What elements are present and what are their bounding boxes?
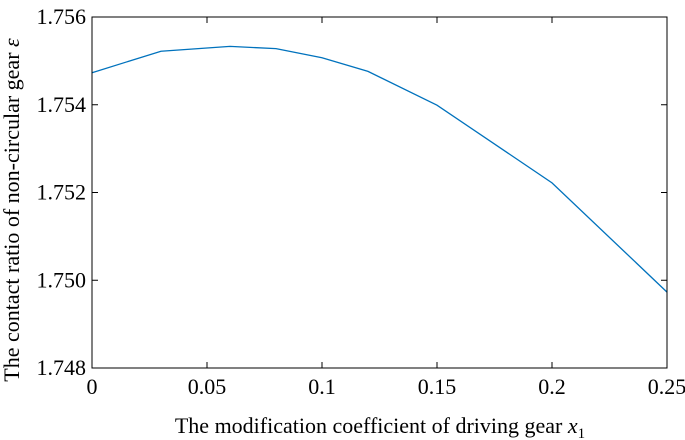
y-axis-label-symbol: ε bbox=[0, 38, 24, 47]
series-line bbox=[91, 45, 668, 293]
x-tick-labels: 0 0.05 0.1 0.15 0.2 0.25 bbox=[87, 374, 685, 399]
y-axis-label-text: The contact ratio of non-circular gear bbox=[0, 47, 24, 382]
x-tick-label: 0 bbox=[87, 374, 98, 399]
series-layer bbox=[91, 45, 668, 293]
axis-ticks bbox=[91, 16, 668, 369]
plot-frame bbox=[91, 16, 668, 369]
y-tick-label: 1.752 bbox=[37, 180, 87, 205]
y-tick-label: 1.756 bbox=[37, 4, 87, 29]
y-tick-labels: 1.748 1.750 1.752 1.754 1.756 bbox=[37, 4, 87, 380]
x-axis-label-subscript: 1 bbox=[578, 426, 586, 440]
x-tick-label: 0.15 bbox=[418, 374, 457, 399]
y-tick-label: 1.750 bbox=[37, 267, 87, 292]
x-tick-label: 0.2 bbox=[538, 374, 566, 399]
x-axis-label: The modification coefficient of driving … bbox=[175, 413, 585, 440]
y-tick-label: 1.754 bbox=[37, 92, 87, 117]
x-axis-label-text: The modification coefficient of driving … bbox=[175, 413, 568, 438]
y-tick-label: 1.748 bbox=[37, 355, 87, 380]
x-tick-label: 0.05 bbox=[188, 374, 227, 399]
x-axis-label-symbol: x bbox=[567, 413, 578, 438]
y-axis-label: The contact ratio of non-circular gear ε bbox=[0, 38, 24, 382]
x-tick-label: 0.25 bbox=[648, 374, 685, 399]
x-tick-label: 0.1 bbox=[308, 374, 336, 399]
